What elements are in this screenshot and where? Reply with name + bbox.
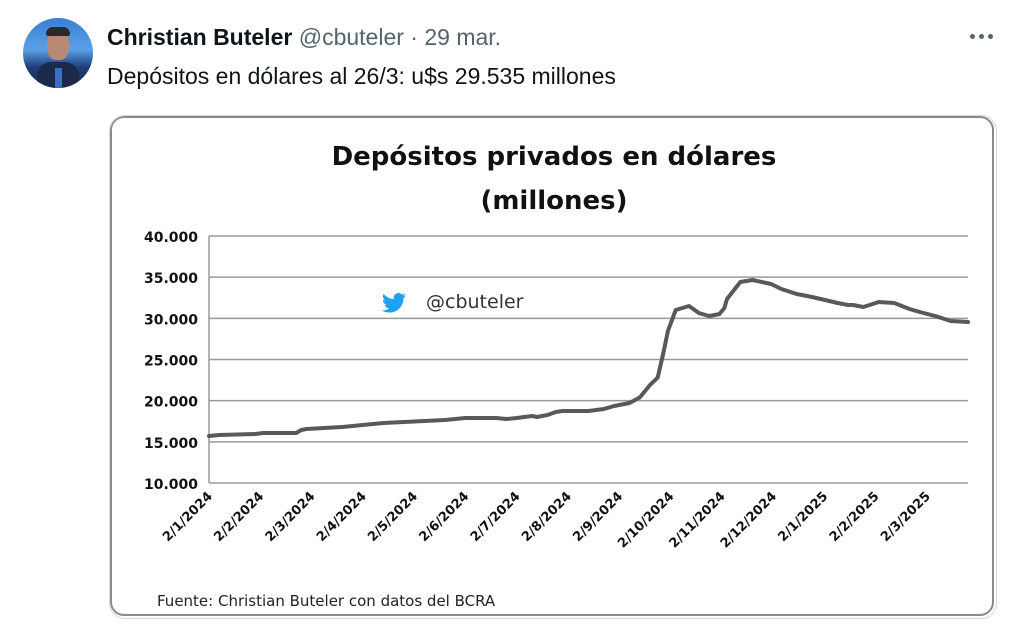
- y-tick-label: 10.000: [144, 477, 198, 493]
- y-tick-label: 20.000: [144, 395, 198, 411]
- more-dot: [979, 33, 984, 39]
- gridlines: [208, 235, 968, 484]
- line-chart: Depósitos privados en dólares (millones)…: [144, 142, 970, 610]
- avatar-face: [47, 30, 69, 60]
- x-tick-label: 2/8/2024: [519, 489, 575, 545]
- twitter-bird-icon: [381, 293, 406, 313]
- series-lines: [207, 278, 970, 438]
- y-axis-ticks: 40.000 35.000 30.000 25.000 20.000 15.000 10.0…: [144, 230, 198, 493]
- x-tick-label: 2/1/2024: [160, 489, 216, 545]
- x-tick-label: 2/2/2025: [827, 489, 883, 545]
- chart-source: Fuente: Christian Buteler con datos del …: [157, 592, 496, 610]
- separator-dot: ·: [410, 24, 418, 50]
- x-tick-label: 2/7/2024: [468, 489, 524, 545]
- tweet-text: Depósitos en dólares al 26/3: u$s 29.535…: [107, 63, 616, 89]
- avatar-tie: [55, 68, 62, 88]
- chart-subtitle: (millones): [480, 186, 627, 216]
- avatar-hair: [46, 27, 70, 36]
- tweet-header: Christian Buteler @cbuteler · 29 mar.: [107, 22, 501, 52]
- x-tick-label: 2/6/2024: [417, 489, 473, 545]
- series-line: [207, 278, 970, 438]
- more-dot: [970, 33, 975, 39]
- tweet-media-card[interactable]: Depósitos privados en dólares (millones)…: [109, 115, 997, 619]
- y-tick-label: 40.000: [144, 230, 198, 246]
- y-tick-label: 35.000: [144, 271, 198, 287]
- more-dot: [988, 33, 993, 39]
- y-tick-label: 15.000: [144, 436, 198, 452]
- x-tick-label: 2/4/2024: [314, 489, 370, 545]
- chart-frame: [110, 116, 994, 616]
- y-tick-label: 30.000: [144, 312, 198, 328]
- author-name[interactable]: Christian Buteler: [107, 24, 293, 50]
- x-tick-label: 2/3/2024: [263, 489, 319, 545]
- avatar[interactable]: [23, 18, 93, 88]
- watermark: @cbuteler: [381, 291, 524, 313]
- x-axis-ticks: 2/1/20242/2/20242/3/20242/4/20242/5/2024…: [160, 489, 934, 551]
- more-horizontal-icon[interactable]: [970, 27, 996, 45]
- y-tick-label: 25.000: [144, 354, 198, 370]
- chart-title: Depósitos privados en dólares: [332, 142, 777, 172]
- tweet-date[interactable]: 29 mar.: [424, 24, 502, 50]
- x-tick-label: 2/5/2024: [365, 489, 421, 545]
- watermark-handle: @cbuteler: [426, 291, 524, 313]
- x-tick-label: 2/3/2025: [878, 489, 934, 545]
- x-tick-label: 2/1/2025: [776, 489, 832, 545]
- x-tick-label: 2/9/2024: [570, 489, 626, 545]
- x-tick-label: 2/2/2024: [211, 489, 267, 545]
- author-handle[interactable]: @cbuteler: [298, 24, 404, 50]
